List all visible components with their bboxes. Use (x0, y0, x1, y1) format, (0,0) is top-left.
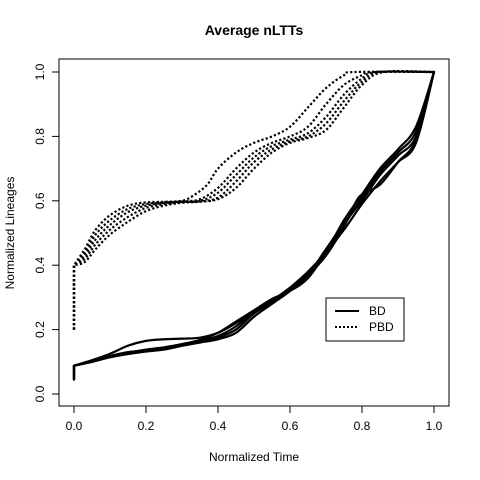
pbd-series-line (72, 70, 435, 330)
y-tick-label: 0.8 (33, 128, 47, 145)
bd-series-line (72, 70, 436, 381)
x-tick-label: 0.6 (282, 419, 299, 433)
legend-box (325, 297, 405, 342)
x-tick-label: 1.0 (426, 419, 443, 433)
pbd-series-line (72, 70, 435, 330)
x-tick-label: 0.8 (354, 419, 371, 433)
bd-series-line (72, 70, 436, 381)
y-axis-label: Normalized Lineages (3, 177, 17, 290)
y-tick-label: 1.0 (33, 63, 47, 80)
y-axis: 0.0 0.2 0.4 0.6 0.8 1.0 (33, 63, 60, 402)
y-tick-label: 0.2 (33, 321, 47, 338)
chart-title: Average nLTTs (205, 22, 304, 38)
x-tick-label: 0.0 (66, 419, 83, 433)
x-axis-label: Normalized Time (209, 450, 299, 464)
pbd-series-line (72, 70, 435, 330)
y-tick-label: 0.6 (33, 192, 47, 209)
pbd-series-line (72, 69, 435, 330)
legend-label-bd: BD (369, 304, 386, 318)
legend: BD PBD (325, 297, 405, 342)
series-layer (72, 69, 436, 381)
x-tick-label: 0.4 (210, 419, 227, 433)
y-tick-label: 0.0 (33, 385, 47, 402)
x-axis: 0.0 0.2 0.4 0.6 0.8 1.0 (66, 405, 443, 433)
legend-label-pbd: PBD (369, 320, 394, 334)
x-tick-label: 0.2 (138, 419, 155, 433)
y-tick-label: 0.4 (33, 257, 47, 274)
